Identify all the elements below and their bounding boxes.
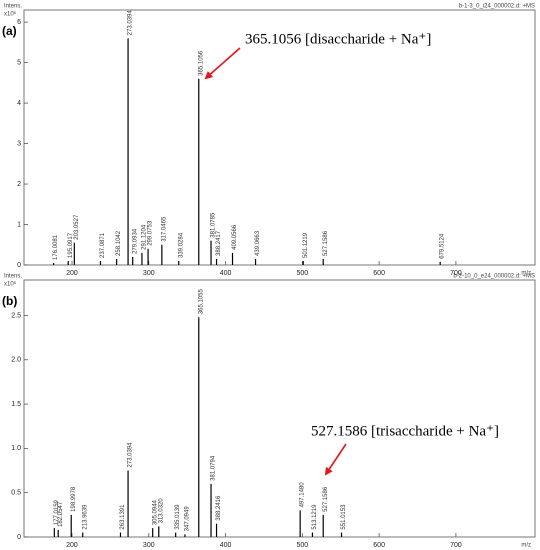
peak-label: 182.0547 [58, 501, 64, 527]
y-tick-label: 4 [17, 100, 21, 107]
x-tick-label: 500 [296, 270, 308, 277]
peak-label: 339.0284 [178, 232, 184, 258]
peak-label: 258.1042 [116, 230, 122, 256]
x-tick-label: 200 [66, 542, 78, 549]
plot-frame [23, 279, 536, 538]
peak-label: 381.0794 [211, 455, 217, 481]
peak-label: 273.0394 [128, 442, 134, 468]
peak-label: 388.2416 [216, 495, 222, 521]
peak-label: 679.5124 [440, 233, 446, 259]
peak-label: 365.1055 [198, 289, 204, 315]
peak-label: 551.0153 [341, 504, 347, 530]
x-tick-label: 300 [143, 542, 155, 549]
y-tick-label: 1 [17, 221, 21, 228]
y-label: Intens. [4, 274, 22, 280]
y-tick-label: 2.5 [11, 312, 21, 319]
annotation: 365.1056 [disaccharide + Na⁺] [245, 31, 431, 47]
peak-label: 305.0944 [152, 499, 158, 525]
peak-label: 501.1219 [303, 232, 309, 258]
peak-label: 527.1586 [323, 486, 329, 512]
peak-label: 198.9978 [71, 486, 77, 512]
x-tick-label: 700 [450, 542, 462, 549]
y-label: Intens. [4, 4, 22, 10]
x-tick-label: 400 [220, 542, 232, 549]
y-tick-label: 1.5 [11, 401, 21, 408]
annotation: 527.1586 [trisaccharide + Na⁺] [311, 423, 499, 439]
y-tick-label: 2 [17, 181, 21, 188]
x-tick-label: 600 [373, 542, 385, 549]
y-tick-label: 3 [17, 140, 21, 147]
peak-label: 313.0320 [158, 498, 164, 524]
peak-label: 237.0871 [100, 232, 106, 258]
panel-label: (b) [2, 294, 17, 308]
peak-label: 177.0159 [54, 499, 60, 525]
peak-label: 527.1586 [323, 230, 329, 256]
x-tick-label: 200 [66, 270, 78, 277]
x-tick-label: 400 [220, 270, 232, 277]
peak-label: 335.0139 [175, 504, 181, 530]
x-tick-label: 500 [296, 542, 308, 549]
panel-label: (a) [2, 24, 17, 38]
title: b-2-10_0_e24_000002.d: +MS [453, 274, 535, 280]
peak-label: 317.0465 [161, 216, 167, 242]
peak-label: 279.0934 [132, 228, 138, 254]
x-label: m/z [521, 543, 531, 549]
annotation-arrow [204, 47, 241, 80]
peak-label: 203.0527 [74, 214, 80, 240]
peak-label: 291.1204 [142, 224, 148, 250]
peak-label: 388.2417 [216, 230, 222, 256]
annotation-arrow [324, 443, 347, 476]
y-tick-label: 6 [17, 19, 21, 26]
peak-label: 273.0394 [128, 10, 134, 36]
title: b-1-3_0_i24_000002.d: +MS [459, 4, 535, 10]
y-multiplier: x10⁶ [4, 11, 17, 18]
peak-label: 365.1056 [198, 50, 204, 76]
x-label: m/z [521, 271, 531, 277]
x-tick-label: 700 [450, 270, 462, 277]
peak-label: 381.0785 [211, 212, 217, 238]
y-tick-label: 0 [17, 534, 21, 541]
y-tick-label: 0 [17, 262, 21, 269]
x-tick-label: 300 [143, 270, 155, 277]
peak-label: 497.1480 [300, 482, 306, 508]
y-tick-label: 2.0 [11, 357, 21, 364]
x-tick-label: 600 [373, 270, 385, 277]
plot-frame [23, 9, 536, 266]
peak-label: 513.1219 [312, 504, 318, 530]
y-tick-label: 0.5 [11, 490, 21, 497]
peak-label: 299.0753 [148, 220, 154, 246]
peak-label: 347.0949 [185, 506, 191, 532]
y-tick-label: 1.0 [11, 445, 21, 452]
y-multiplier: x10⁶ [4, 281, 17, 288]
peak-label: 409.0566 [232, 224, 238, 250]
y-tick-label: 5 [17, 59, 21, 66]
peak-label: 213.9639 [82, 504, 88, 530]
peak-label: 263.1391 [120, 504, 126, 530]
peak-label: 176.0081 [53, 234, 59, 260]
peak-label: 195.0917 [68, 232, 74, 258]
peak-label: 439.0663 [255, 230, 261, 256]
